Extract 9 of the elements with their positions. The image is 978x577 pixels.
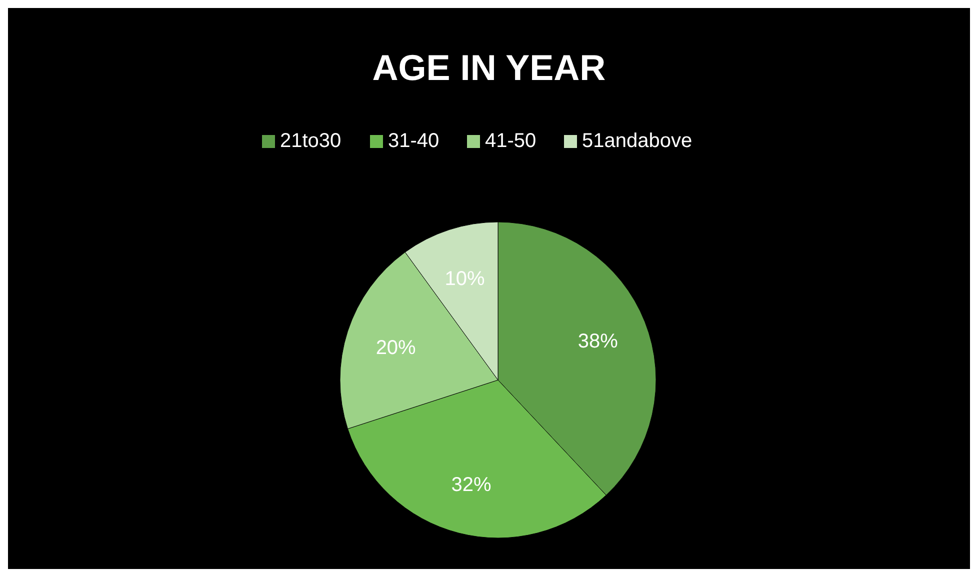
chart-title: AGE IN YEAR	[372, 47, 606, 88]
legend-label: 41-50	[485, 130, 536, 152]
data-label: 38%	[578, 330, 618, 352]
data-label: 20%	[376, 336, 416, 359]
legend-label: 51andabove	[582, 130, 692, 152]
data-label: 10%	[444, 268, 486, 290]
legend-label: 31-40	[388, 130, 440, 152]
data-label: 32%	[451, 474, 492, 496]
legend-label: 21to30	[280, 130, 342, 152]
